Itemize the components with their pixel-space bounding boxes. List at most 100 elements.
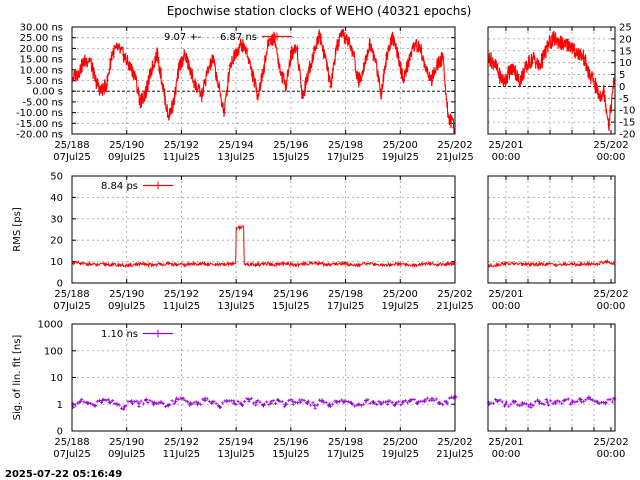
data-point [415,401,420,406]
data-point [564,398,568,402]
data-point [103,262,107,266]
data-point [194,400,198,404]
y-tick-label: 100 [44,346,63,357]
x-tick-label: 25/200 [383,289,418,300]
x-tick-date-label: 17Jul25 [327,152,365,163]
data-point [271,399,275,403]
data-point [402,79,406,82]
data-point [239,402,244,407]
data-point [452,261,456,265]
x-tick-date-label: 19Jul25 [382,301,420,312]
data-point [188,401,193,406]
data-point [351,51,355,55]
data-point [278,70,282,74]
data-point [520,262,524,266]
data-point [342,399,347,404]
data-point [520,401,525,406]
data-point [105,83,109,87]
data-point [552,37,556,41]
data-point [214,263,218,267]
data-point [262,262,265,266]
right-y-tick-label: -15 [619,118,635,129]
data-point [418,46,422,50]
y-tick-label: 0 [57,427,63,438]
data-point [331,402,335,406]
data-point [568,402,573,406]
data-point [512,400,516,405]
right-x-tick-time-label: 00:00 [492,152,521,163]
data-point [136,401,141,406]
data-point [161,401,165,406]
data-point [444,262,448,266]
data-point [233,51,237,55]
data-point [612,80,616,84]
data-point [87,262,91,266]
data-point [337,400,341,404]
data-point [590,398,595,402]
series-line [488,258,615,268]
data-point [211,57,215,61]
data-point [377,399,381,403]
legend-entry: 6.87 ns [220,32,257,43]
data-point [205,397,209,401]
data-point [322,400,326,404]
data-point [516,403,520,407]
data-point [373,262,377,266]
data-point [71,261,75,265]
data-point [163,405,168,409]
data-point [265,400,269,404]
data-point [587,395,591,400]
data-point [537,262,541,266]
data-point [546,403,551,407]
data-point [309,261,313,265]
data-point [71,405,75,409]
data-point [597,94,601,98]
data-point [301,96,305,100]
data-point [341,261,345,265]
x-tick-label: 25/200 [383,437,418,448]
data-point [502,80,506,84]
data-point [400,400,405,405]
data-point [512,65,516,69]
data-point [141,402,146,406]
x-tick-date-label: 11Jul25 [163,449,201,460]
data-point [130,402,135,406]
data-point [254,263,258,267]
right-x-tick-label: 25/202 [593,289,628,300]
data-point [364,398,369,403]
series-rms-1 [487,258,616,268]
data-point [578,397,583,402]
x-tick-label: 25/198 [328,289,363,300]
right-x-tick-label: 25/201 [488,140,523,151]
data-point [291,402,295,406]
data-point [517,80,521,84]
data-point [378,401,383,406]
data-point [200,93,204,97]
y-axis-label: Sig. of lin. fit [ns] [12,335,23,421]
data-point [445,402,449,406]
data-point [381,263,385,267]
data-point [290,51,294,55]
right-y-tick-label: -20 [619,130,635,141]
data-point [604,260,608,264]
y-tick-label: 1000 [38,320,63,331]
data-point [540,401,544,406]
data-point [570,400,575,405]
y-tick-label: 0.00 s [32,87,63,98]
data-point [547,42,551,46]
plot-frame [487,26,616,135]
data-point [325,263,329,267]
data-point [318,31,322,35]
data-point [113,401,117,406]
data-point [368,401,372,405]
data-point [172,100,176,104]
data-point [135,399,139,403]
data-point [116,46,120,50]
data-point [389,263,392,267]
data-point [424,68,428,72]
y-tick-label: 0 [57,279,63,290]
data-point [298,400,303,405]
x-tick-label: 25/202 [437,437,472,448]
